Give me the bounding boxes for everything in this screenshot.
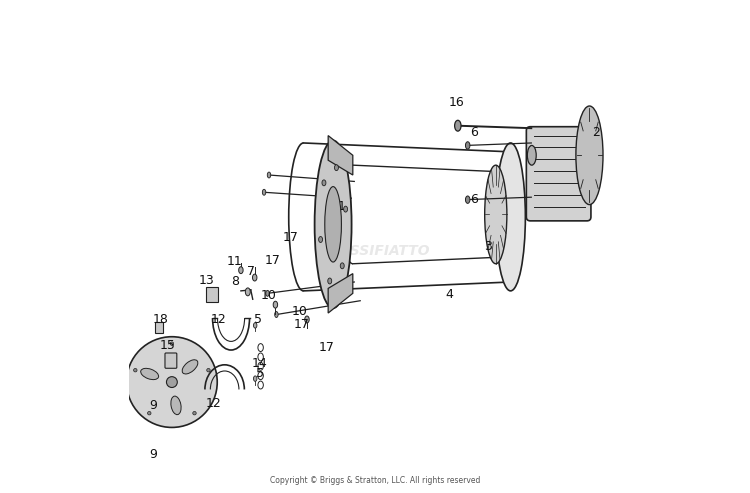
Ellipse shape [466, 141, 470, 149]
Ellipse shape [254, 322, 257, 328]
Text: 12: 12 [206, 397, 221, 410]
Text: 3: 3 [484, 240, 492, 253]
Ellipse shape [466, 196, 470, 203]
Polygon shape [328, 274, 352, 313]
Ellipse shape [454, 120, 461, 131]
FancyBboxPatch shape [526, 127, 591, 221]
Polygon shape [328, 136, 352, 175]
Text: 7: 7 [247, 265, 255, 278]
Bar [155, 322, 163, 333]
Ellipse shape [182, 360, 198, 374]
Ellipse shape [304, 316, 309, 323]
Ellipse shape [207, 368, 210, 372]
Text: Copyright © Briggs & Stratton, LLC. All rights reserved: Copyright © Briggs & Stratton, LLC. All … [270, 476, 480, 485]
Ellipse shape [141, 368, 158, 380]
FancyBboxPatch shape [165, 353, 177, 368]
Text: 6: 6 [470, 193, 478, 206]
Text: 4: 4 [445, 288, 453, 301]
Text: 11: 11 [227, 255, 243, 268]
Text: 5: 5 [256, 367, 264, 380]
Ellipse shape [134, 368, 137, 372]
Ellipse shape [266, 290, 269, 296]
Text: 9: 9 [149, 399, 157, 412]
Ellipse shape [253, 274, 257, 281]
Text: 17: 17 [265, 254, 280, 267]
Text: CLASSIFIATTO: CLASSIFIATTO [320, 245, 430, 258]
Ellipse shape [273, 301, 278, 308]
Text: 16: 16 [448, 96, 464, 109]
Ellipse shape [245, 288, 250, 296]
Ellipse shape [344, 206, 347, 212]
Ellipse shape [148, 412, 151, 415]
Text: 1: 1 [338, 200, 346, 212]
Text: 5: 5 [254, 313, 262, 326]
Ellipse shape [254, 376, 257, 382]
Circle shape [127, 337, 218, 427]
Text: 12: 12 [210, 313, 226, 326]
Ellipse shape [171, 396, 181, 415]
Text: 9: 9 [149, 448, 157, 461]
Ellipse shape [319, 237, 322, 243]
Ellipse shape [193, 412, 196, 415]
Text: 6: 6 [470, 126, 478, 139]
Ellipse shape [314, 141, 352, 308]
Text: 10: 10 [292, 305, 308, 318]
Ellipse shape [325, 187, 341, 262]
Text: 2: 2 [592, 126, 600, 139]
Ellipse shape [484, 165, 507, 264]
Text: 17: 17 [319, 341, 334, 354]
Text: 17: 17 [282, 231, 298, 244]
Text: 17: 17 [294, 318, 310, 331]
Text: 18: 18 [153, 313, 169, 326]
Ellipse shape [340, 263, 344, 269]
Ellipse shape [496, 143, 525, 291]
Text: 8: 8 [231, 276, 239, 288]
Bar [206, 287, 218, 302]
Text: 10: 10 [260, 289, 277, 302]
Text: 15: 15 [160, 339, 176, 352]
Ellipse shape [274, 312, 278, 317]
Ellipse shape [328, 278, 332, 284]
Ellipse shape [166, 377, 177, 387]
Ellipse shape [267, 172, 271, 178]
Text: 13: 13 [199, 274, 214, 286]
Text: 14: 14 [251, 357, 267, 370]
Ellipse shape [170, 342, 173, 346]
Ellipse shape [262, 189, 266, 195]
Ellipse shape [238, 267, 243, 274]
Ellipse shape [334, 165, 338, 171]
Ellipse shape [322, 180, 326, 186]
Ellipse shape [576, 106, 603, 205]
Ellipse shape [527, 145, 536, 165]
